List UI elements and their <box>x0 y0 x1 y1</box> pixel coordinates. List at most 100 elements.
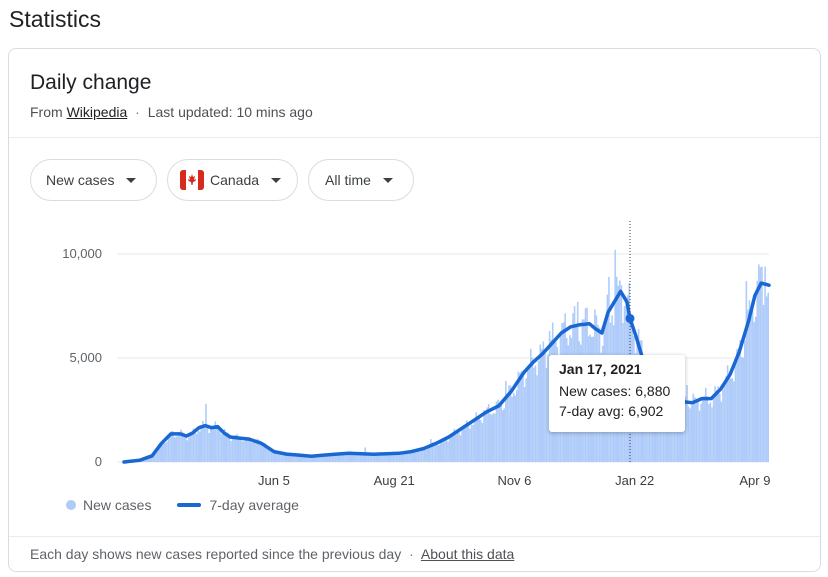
daily-bar <box>245 436 248 462</box>
daily-bar <box>765 296 768 462</box>
daily-bar <box>720 401 723 462</box>
daily-bar <box>169 433 171 462</box>
daily-bar <box>450 437 452 462</box>
daily-bar <box>213 425 215 462</box>
daily-bar <box>467 425 470 462</box>
daily-bar <box>266 445 268 462</box>
daily-bar <box>175 436 178 462</box>
daily-bar <box>729 378 732 462</box>
daily-bar <box>489 413 492 462</box>
daily-bar <box>339 454 342 462</box>
daily-bar <box>286 454 288 462</box>
country-dropdown[interactable]: Canada <box>167 159 298 201</box>
daily-bar <box>258 439 260 462</box>
daily-bar <box>319 456 321 462</box>
daily-bar <box>238 438 240 462</box>
chevron-down-icon <box>382 177 393 183</box>
legend-bars-label: New cases <box>83 497 152 513</box>
daily-bar <box>475 412 477 462</box>
daily-bar <box>405 453 407 462</box>
daily-bar <box>408 451 410 462</box>
daily-change-chart[interactable]: 0 5,000 10,000 Jun 5 Aug 21 Nov 6 Jan 22 Apr 9 <box>9 49 822 494</box>
daily-bar <box>228 438 231 462</box>
daily-bar <box>184 435 187 462</box>
hover-point <box>625 313 635 323</box>
daily-bar <box>333 453 335 462</box>
daily-bar <box>387 453 390 462</box>
daily-bar <box>147 457 149 462</box>
daily-bar <box>158 445 160 462</box>
daily-bar <box>269 446 271 462</box>
daily-bar <box>367 452 370 462</box>
daily-bar <box>284 455 287 462</box>
daily-bar <box>219 430 221 462</box>
daily-bar <box>544 353 546 462</box>
daily-bar <box>359 453 362 462</box>
daily-bar <box>209 428 212 462</box>
daily-bar <box>505 380 507 462</box>
daily-bar <box>737 348 740 462</box>
daily-bar <box>189 432 192 462</box>
range-dropdown-label: All time <box>325 172 371 188</box>
daily-bar <box>348 454 351 462</box>
daily-bar <box>745 281 748 462</box>
daily-bar <box>539 344 541 462</box>
daily-bar <box>526 370 529 462</box>
last-updated: Last updated: 10 mins ago <box>147 104 313 120</box>
daily-bar <box>234 435 237 462</box>
daily-bar <box>528 366 531 462</box>
daily-bar <box>395 454 398 462</box>
daily-bar <box>248 437 251 462</box>
card-title: Daily change <box>30 71 152 94</box>
daily-bar <box>148 456 151 462</box>
daily-bar <box>725 376 727 462</box>
range-dropdown[interactable]: All time <box>308 159 414 201</box>
daily-bar <box>172 431 174 462</box>
daily-bar <box>156 450 159 462</box>
daily-bar <box>422 448 424 462</box>
daily-bar <box>192 428 195 462</box>
daily-bar <box>676 408 679 462</box>
daily-bar <box>537 361 540 462</box>
daily-bar <box>747 309 749 462</box>
daily-bar <box>355 452 357 462</box>
daily-bar <box>200 427 203 462</box>
about-data-link[interactable]: About this data <box>420 546 515 562</box>
daily-bar <box>511 396 513 462</box>
daily-bar <box>444 436 446 462</box>
daily-bar <box>500 401 502 462</box>
tooltip-avg-row: 7-day avg: 6,902 <box>559 403 675 419</box>
daily-bar <box>316 456 318 462</box>
daily-bar <box>345 452 348 462</box>
daily-bar <box>327 455 329 462</box>
metric-dropdown[interactable]: New cases <box>30 159 157 201</box>
daily-bar <box>754 316 757 462</box>
daily-bar <box>270 448 273 462</box>
chart-tooltip: Jan 17, 2021 New cases: 6,880 7-day avg:… <box>549 355 685 432</box>
daily-bar <box>295 455 298 462</box>
daily-bar <box>512 393 515 462</box>
daily-bar <box>451 434 454 462</box>
daily-bar <box>378 453 381 462</box>
daily-bar <box>481 423 484 462</box>
daily-bar <box>253 441 256 462</box>
wikipedia-link[interactable]: Wikipedia <box>66 104 128 120</box>
daily-bar <box>186 440 189 462</box>
daily-bar <box>381 454 384 462</box>
daily-bar <box>439 443 442 462</box>
country-dropdown-label: Canada <box>210 172 260 188</box>
daily-bar <box>740 356 743 462</box>
x-tick-label: Apr 9 <box>739 473 770 488</box>
daily-bar <box>486 407 488 462</box>
tooltip-date: Jan 17, 2021 <box>559 361 642 377</box>
daily-bar <box>302 455 304 462</box>
daily-bar <box>337 454 340 462</box>
daily-bar <box>417 451 420 462</box>
daily-bar <box>406 452 409 462</box>
daily-bar <box>419 448 421 462</box>
daily-bar <box>322 454 324 462</box>
daily-bar <box>297 455 299 462</box>
daily-bar <box>709 402 712 462</box>
daily-bar <box>478 416 481 462</box>
daily-bar <box>262 446 265 462</box>
